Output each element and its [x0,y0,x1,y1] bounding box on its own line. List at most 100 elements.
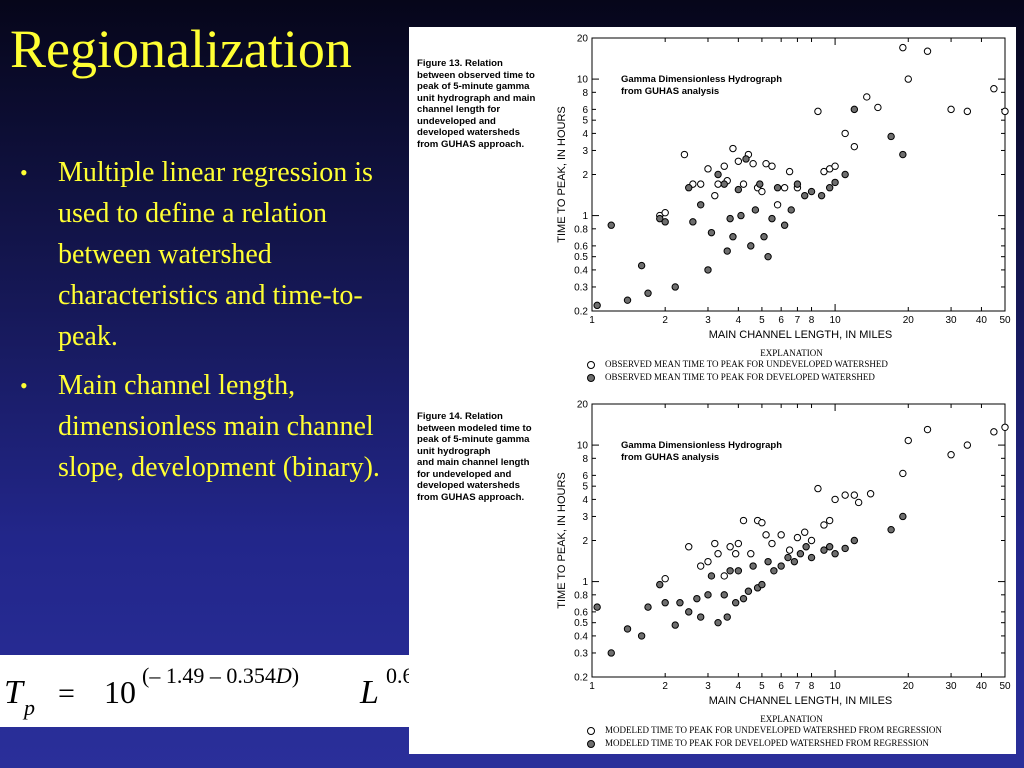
undeveloped-data-point [704,165,712,173]
developed-data-point [807,553,816,562]
x-tick-label: 6 [778,681,784,692]
equation-base: 10 [104,674,136,710]
developed-data-point [764,252,772,261]
y-tick-label: 0.4 [574,265,588,276]
legend-label: MODELED TIME TO PEAK FOR UNDEVELOPED WAT… [605,725,942,735]
developed-data-point [831,178,839,187]
x-tick-label: 30 [946,315,958,326]
x-tick-label: 30 [946,681,958,692]
y-tick-label: 0.4 [574,631,588,642]
undeveloped-data-point [696,562,705,570]
developed-data-point [623,296,632,304]
developed-data-point [825,543,834,551]
x-tick-label: 4 [736,315,742,326]
undeveloped-data-point [720,162,728,170]
undeveloped-data-point [923,47,932,55]
developed-data-point [723,247,731,255]
undeveloped-data-point [801,528,809,536]
legend-item: OBSERVED MEAN TIME TO PEAK FOR DEVELOPED… [579,371,1004,384]
developed-data-point [825,184,834,192]
developed-data-point [802,543,810,551]
developed-data-point [671,621,679,629]
chart-annotation: from GUHAS analysis [621,86,719,97]
x-tick-label: 7 [795,681,801,692]
x-tick-label: 10 [830,681,842,692]
developed-data-point [784,553,792,562]
developed-data-point [807,187,816,196]
developed-data-point [720,180,728,188]
developed-data-point [689,218,697,226]
y-axis-label: TIME TO PEAK, IN HOURS [556,106,568,243]
developed-data-point [593,301,601,310]
undeveloped-data-point [990,85,998,93]
y-tick-label: 5 [582,116,588,127]
developed-data-point [758,580,766,589]
y-tick-label: 0.8 [574,224,588,235]
legend-item: MODELED TIME TO PEAK FOR DEVELOPED WATER… [579,737,1004,750]
equation-L: L [359,674,379,711]
developed-data-point [734,567,743,575]
undeveloped-data-point [947,451,955,459]
developed-data-point [693,594,701,603]
developed-data-point [696,201,705,209]
developed-data-point [749,562,757,570]
equation-lhs: T [4,674,25,711]
developed-data-point [607,649,615,657]
undeveloped-data-point [785,546,794,554]
developed-data-point [747,242,755,250]
x-axis-label: MAIN CHANNEL LENGTH, IN MILES [709,695,893,707]
x-tick-label: 2 [662,681,668,692]
x-tick-label: 20 [903,315,915,326]
developed-data-point [685,608,693,616]
developed-data-point [656,580,664,589]
y-tick-label: 0.2 [574,673,588,684]
x-tick-label: 50 [999,681,1011,692]
undeveloped-data-point [714,550,722,558]
x-tick-label: 40 [976,315,988,326]
figure-13-chart: 1 2 3 4 5 6 7 8 10 20 30 40 500.20.30.40.50.60.81234… [556,34,1011,342]
undeveloped-data-point [785,167,794,176]
undeveloped-data-point [711,191,719,200]
undeveloped-data-point [704,557,712,566]
y-tick-label: 1 [582,211,588,222]
y-tick-label: 0.6 [574,607,588,618]
developed-data-point [644,289,652,297]
undeveloped-data-point [680,150,689,159]
undeveloped-data-point [714,180,722,188]
developed-data-point [841,544,849,553]
legend-item: OBSERVED MEAN TIME TO PEAK FOR UNDEVELOP… [579,358,1004,371]
developed-data-point [756,180,764,188]
y-tick-label: 5 [582,482,588,493]
developed-data-point [671,283,679,291]
developed-data-point [685,184,693,192]
equation: T p = 10 (– 1.49 – 0.354D) L 0.602S–0.67… [4,663,409,720]
developed-data-point [707,228,716,237]
developed-data-point [787,206,795,214]
undeveloped-data-point [1001,107,1009,116]
y-tick-label: 20 [577,400,589,411]
undeveloped-data-point [768,162,776,170]
developed-data-point [790,557,799,566]
undeveloped-data-point [720,572,728,580]
figure-14-chart: 1 2 3 4 5 6 7 8 10 20 30 40 500.20.30.40.50.60.81234… [556,400,1011,708]
developed-data-point [676,599,684,607]
undeveloped-data-point [1001,423,1009,432]
chart-annotation: from GUHAS analysis [621,452,719,463]
undeveloped-data-point [793,533,802,542]
developed-data-point [899,512,907,521]
developed-data-point [734,185,743,194]
equation-box: T p = 10 (– 1.49 – 0.354D) L 0.602S–0.67… [0,655,409,727]
y-tick-label: 10 [577,441,589,452]
developed-data-point [644,603,652,611]
undeveloped-data-point [947,105,955,114]
undeveloped-data-point [773,201,782,209]
y-tick-label: 3 [582,512,588,523]
developed-data-point [714,170,722,179]
y-tick-label: 2 [582,170,588,181]
undeveloped-data-point [768,539,776,548]
undeveloped-data-point [758,187,766,196]
developed-data-point [607,221,615,229]
slide-title: Regionalization [10,19,352,79]
y-tick-label: 0.6 [574,241,588,252]
legend-label: OBSERVED MEAN TIME TO PEAK FOR UNDEVELOP… [605,359,888,369]
